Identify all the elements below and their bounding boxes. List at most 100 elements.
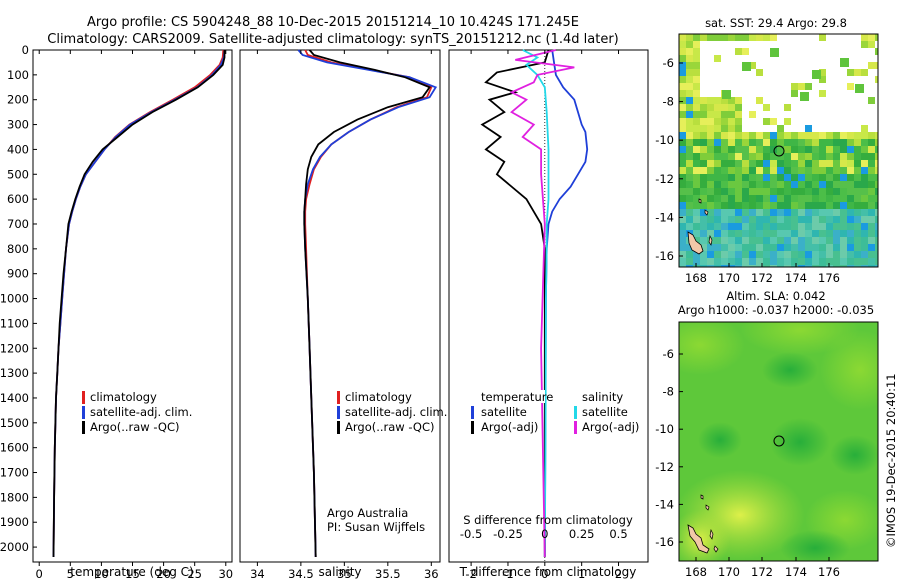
- sst-pixel: [700, 69, 707, 76]
- sst-pixel: [756, 237, 763, 244]
- sst-pixel: [721, 174, 728, 181]
- sst-pixel: [763, 76, 770, 83]
- sst-pixel: [819, 244, 826, 251]
- sst-pixel: [805, 216, 812, 223]
- sst-pixel: [707, 97, 714, 104]
- sst-pixel: [742, 160, 749, 167]
- sst-pixel: [805, 181, 812, 188]
- sst-pixel: [777, 48, 784, 55]
- sst-pixel: [826, 216, 833, 223]
- sst-pixel: [805, 139, 812, 146]
- sst-pixel: [854, 195, 861, 202]
- sst-pixel: [763, 265, 770, 267]
- sst-map: sat. SST: 29.4 Argo: 29.8 168 170 172 174 17…: [655, 16, 879, 285]
- sst-pixel: [847, 230, 854, 237]
- sst-pixel: [693, 139, 700, 146]
- sst-pixel: [840, 265, 847, 267]
- sst-pixel: [833, 118, 840, 125]
- sst-pixel: [777, 90, 784, 97]
- sst-pixel: [749, 55, 756, 62]
- sst-pixel: [700, 76, 707, 83]
- sst-pixel: [763, 118, 770, 125]
- sst-pixel: [861, 188, 868, 195]
- sst-pixel: [833, 34, 840, 41]
- sst-pixel: [728, 244, 735, 251]
- sst-pixel: [826, 167, 833, 174]
- sst-pixel: [763, 209, 770, 216]
- sst-pixel: [714, 97, 721, 104]
- sst-pixel: [840, 41, 847, 48]
- sst-pixel: [800, 92, 809, 101]
- x-tick-label: 30: [218, 567, 233, 580]
- sst-pixel: [728, 251, 735, 258]
- sst-pixel: [784, 146, 791, 153]
- sst-pixel: [721, 97, 728, 104]
- sst-pixel: [749, 188, 756, 195]
- sst-pixel: [840, 153, 847, 160]
- sst-pixel: [777, 104, 784, 111]
- sst-pixel: [812, 90, 819, 97]
- sst-pixel: [840, 202, 847, 209]
- sst-pixel: [742, 139, 749, 146]
- x-tick-label: 0: [541, 567, 548, 580]
- sst-pixel: [784, 181, 791, 188]
- sst-pixel: [770, 132, 777, 139]
- sst-pixel: [812, 237, 819, 244]
- sst-pixel: [693, 160, 700, 167]
- series-line-satellite-adj-clim-: [52, 49, 226, 558]
- sst-pixel: [791, 139, 798, 146]
- sst-pixel: [777, 230, 784, 237]
- sst-pixel: [770, 97, 777, 104]
- map-y-tick-label: -8: [663, 385, 674, 399]
- map-x-tick-label: 168: [685, 565, 707, 579]
- sst-pixel: [721, 181, 728, 188]
- sst-pixel: [798, 34, 805, 41]
- sst-pixel: [791, 160, 798, 167]
- sst-pixel: [784, 188, 791, 195]
- sst-pixel: [763, 146, 770, 153]
- sst-pixel: [728, 160, 735, 167]
- sst-pixel: [714, 62, 721, 69]
- sst-pixel: [728, 139, 735, 146]
- sst-pixel: [728, 153, 735, 160]
- sst-pixel: [679, 97, 686, 104]
- sst-pixel: [707, 230, 714, 237]
- sst-pixel: [798, 104, 805, 111]
- sst-pixel: [791, 174, 798, 181]
- sst-pixel: [840, 58, 849, 67]
- sst-pixel: [812, 181, 819, 188]
- sst-pixel: [847, 125, 854, 132]
- sst-pixel: [756, 195, 763, 202]
- sst-pixel: [826, 125, 833, 132]
- sst-pixel: [756, 258, 763, 265]
- sst-pixel: [805, 104, 812, 111]
- series-line-t-argo-adj-: [480, 49, 550, 557]
- sst-pixel: [693, 195, 700, 202]
- sst-pixel: [875, 90, 878, 97]
- sst-pixel: [812, 167, 819, 174]
- sst-pixel: [840, 181, 847, 188]
- x-tick-label: 34.5: [288, 567, 314, 580]
- sst-pixel: [770, 181, 777, 188]
- sst-pixel: [721, 209, 728, 216]
- sst-pixel: [728, 104, 735, 111]
- sst-pixel: [868, 55, 875, 62]
- sst-pixel: [833, 41, 840, 48]
- sst-pixel: [742, 125, 749, 132]
- sst-pixel: [840, 251, 847, 258]
- sst-pixel: [868, 83, 875, 90]
- sst-pixel: [728, 41, 735, 48]
- sst-pixel: [700, 104, 707, 111]
- sst-pixel: [686, 76, 693, 83]
- sst-pixel: [840, 258, 847, 265]
- sst-pixel: [707, 132, 714, 139]
- s-tick-label: 0.25: [569, 527, 595, 541]
- sst-pixel: [777, 258, 784, 265]
- x-tick-label: 25: [187, 567, 202, 580]
- sst-pixel: [840, 69, 847, 76]
- sst-pixel: [812, 146, 819, 153]
- sst-pixel: [791, 258, 798, 265]
- sst-pixel: [819, 97, 826, 104]
- sst-pixel: [861, 90, 868, 97]
- sst-pixel: [868, 174, 875, 181]
